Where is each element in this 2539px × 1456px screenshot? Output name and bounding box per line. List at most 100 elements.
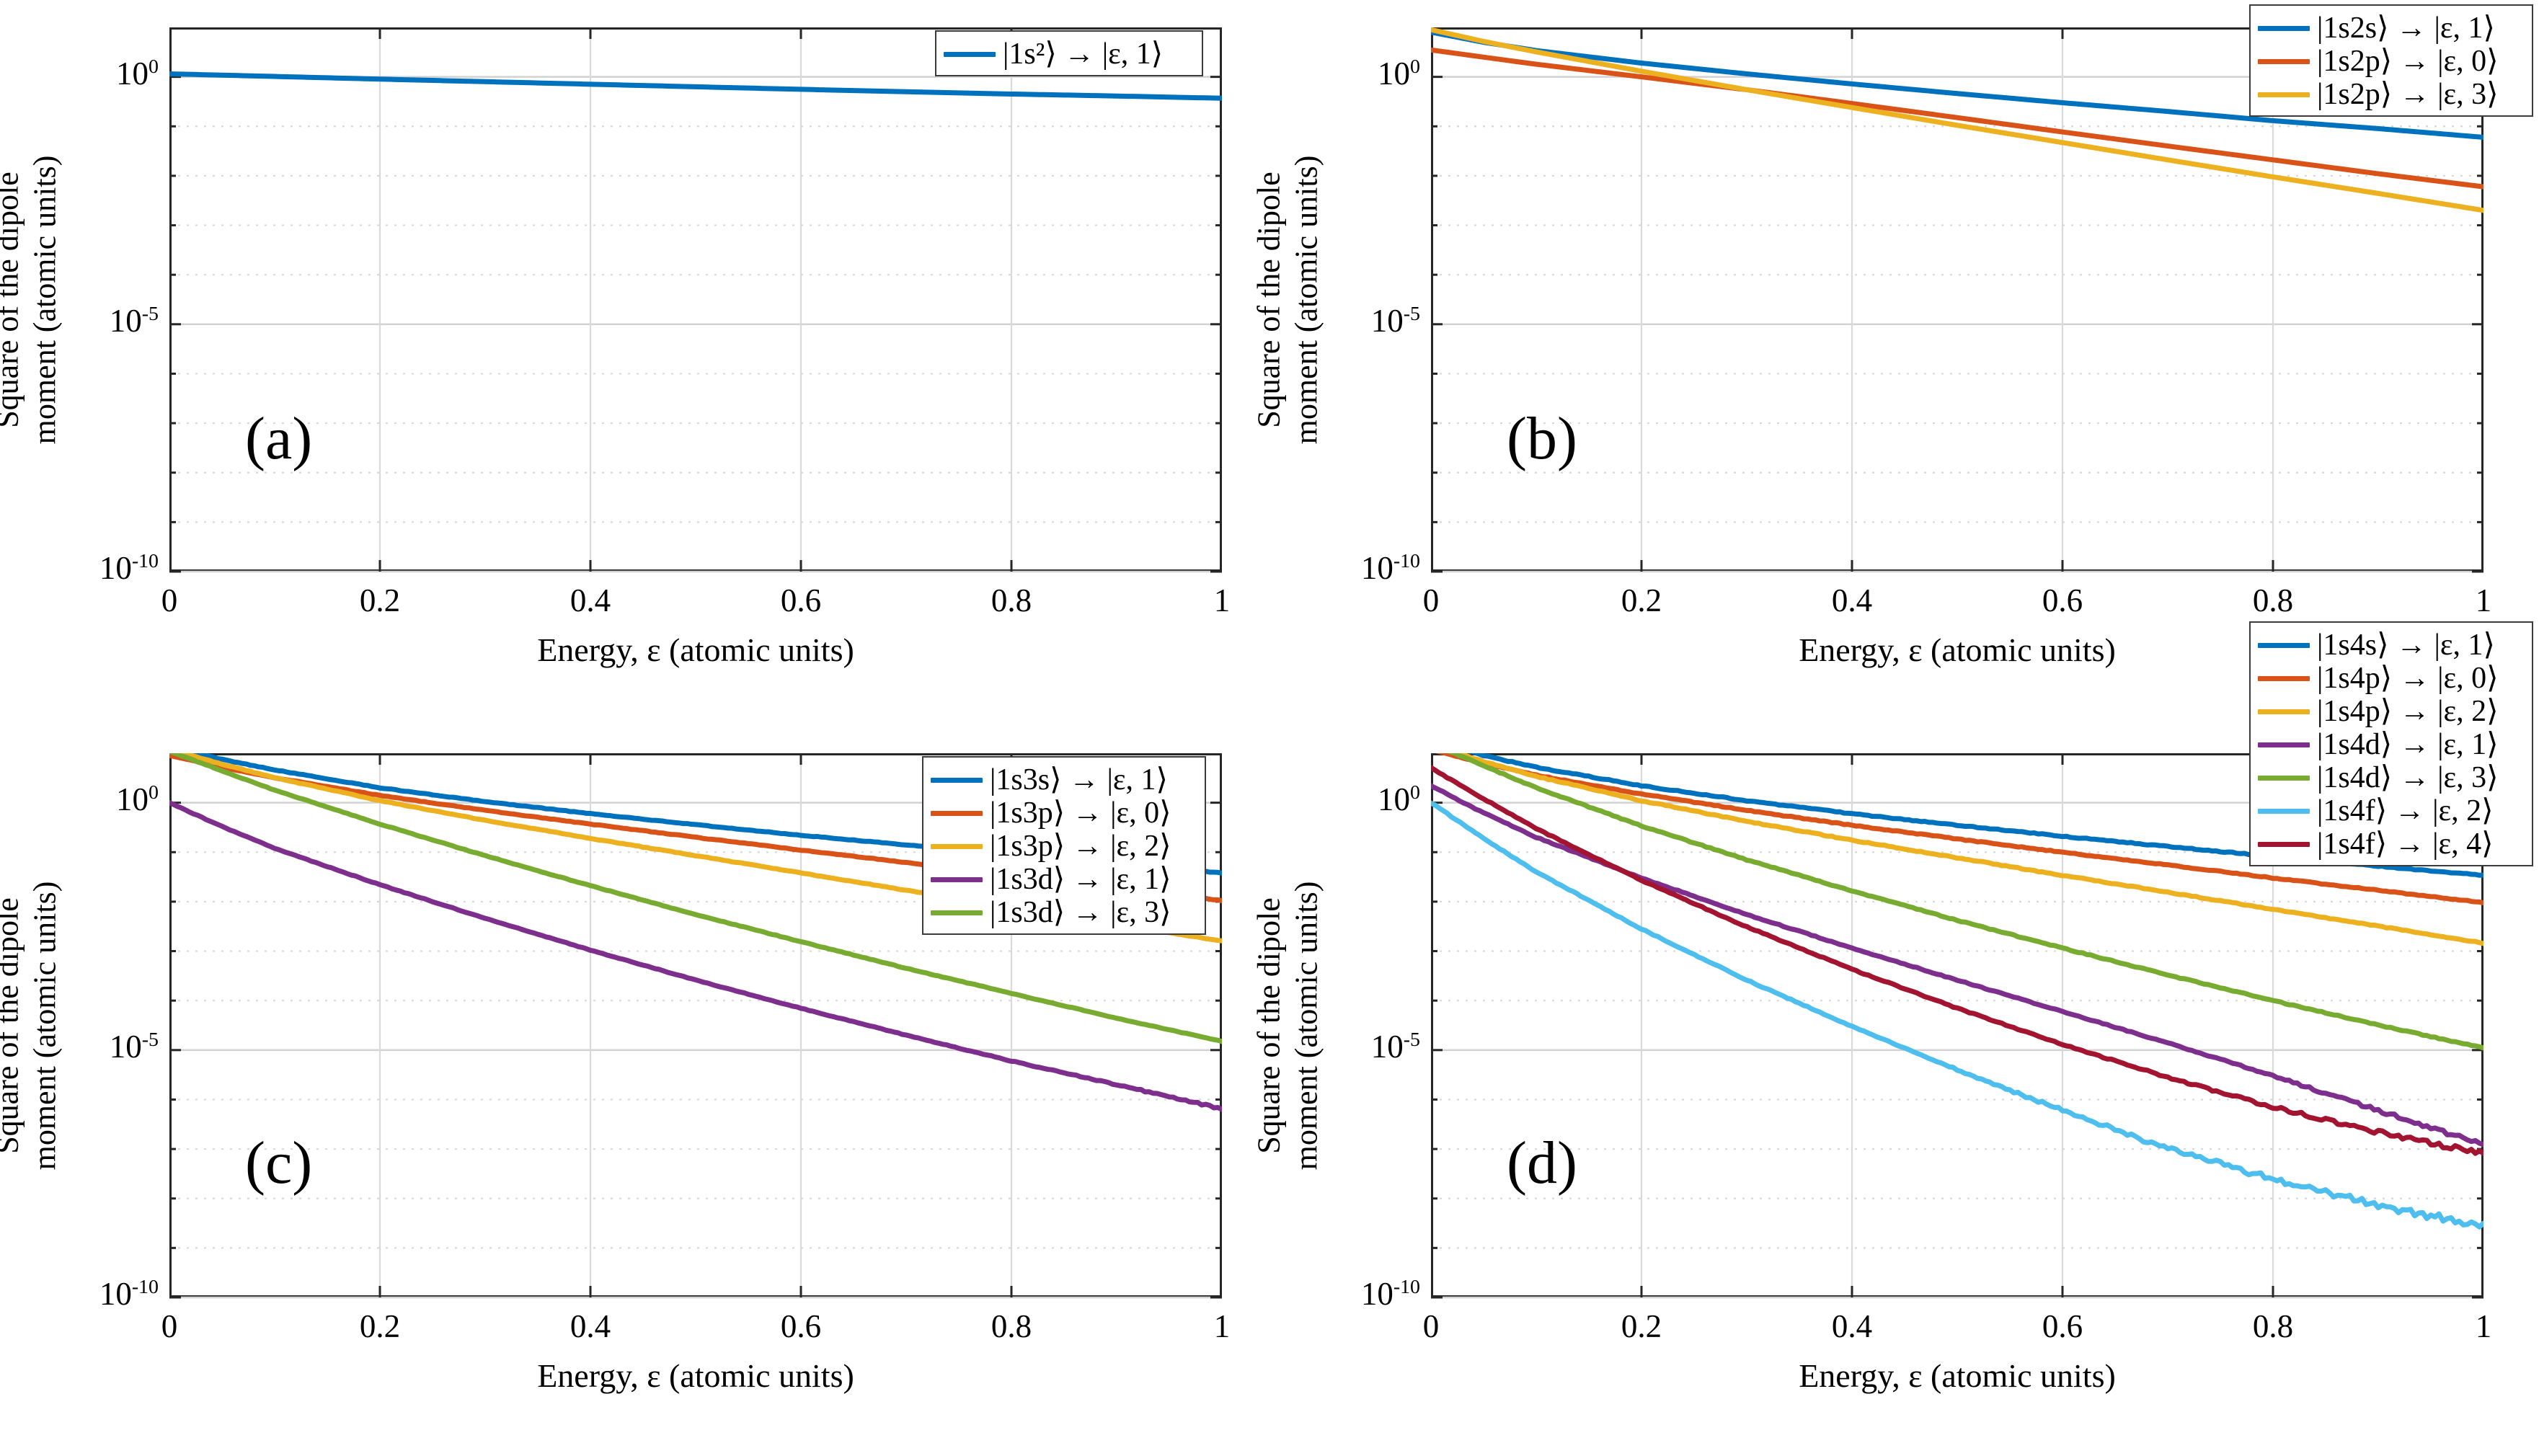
legend-label: |1s4p⟩ → |ε, 2⟩ <box>2317 695 2499 728</box>
x-tick-label: 0.6 <box>780 582 822 618</box>
legend-item[interactable]: |1s3d⟩ → |ε, 3⟩ <box>931 896 1196 929</box>
legend-c[interactable]: |1s3s⟩ → |ε, 1⟩ |1s3p⟩ → |ε, 0⟩ |1s3p⟩ → |… <box>922 756 1206 935</box>
y-tick-exponent: 0 <box>149 781 159 804</box>
y-tick-label: 100 <box>0 55 159 92</box>
x-tick-label: 0.4 <box>570 582 611 618</box>
legend-label: |1s3d⟩ → |ε, 1⟩ <box>990 863 1171 896</box>
legend-item[interactable]: |1s2s⟩ → |ε, 1⟩ <box>2258 12 2523 45</box>
legend-label: |1s3s⟩ → |ε, 1⟩ <box>990 763 1168 796</box>
legend-color-swatch <box>931 777 983 783</box>
x-tick-label: 0.8 <box>991 582 1032 618</box>
y-axis-label: Square of the dipole moment (atomic units… <box>1250 753 1337 1297</box>
legend-item[interactable]: |1s3p⟩ → |ε, 0⟩ <box>931 796 1196 830</box>
y-tick-label: 100 <box>1258 781 1420 818</box>
legend-color-swatch <box>2258 709 2310 714</box>
y-tick-mantissa: 10 <box>116 781 149 817</box>
y-tick-exponent: -5 <box>1403 302 1420 325</box>
y-axis-label-line1: Square of the dipole <box>1251 171 1286 428</box>
y-axis-label-line1: Square of the dipole <box>0 897 25 1154</box>
y-tick-label: 10-5 <box>1258 1028 1420 1065</box>
y-tick-mantissa: 10 <box>1370 1028 1404 1065</box>
legend-color-swatch <box>2258 841 2310 847</box>
y-axis-label: Square of the dipole moment (atomic units… <box>0 27 75 572</box>
legend-color-swatch <box>931 910 983 915</box>
legend-item[interactable]: |1s2p⟩ → |ε, 0⟩ <box>2258 45 2523 78</box>
legend-color-swatch <box>2258 642 2310 648</box>
legend-item[interactable]: |1s4f⟩ → |ε, 2⟩ <box>2258 794 2523 827</box>
legend-color-swatch <box>931 843 983 849</box>
legend-item[interactable]: |1s4f⟩ → |ε, 4⟩ <box>2258 827 2523 861</box>
x-axis-label: Energy, ε (atomic units) <box>537 1357 854 1394</box>
legend-item[interactable]: |1s3d⟩ → |ε, 1⟩ <box>931 863 1196 896</box>
y-tick-label: 100 <box>1258 55 1420 92</box>
x-tick-label: 0 <box>1422 1308 1440 1344</box>
legend-color-swatch <box>2258 92 2310 97</box>
legend-label: |1s4p⟩ → |ε, 0⟩ <box>2317 662 2499 695</box>
y-tick-label: 10-10 <box>1258 549 1420 587</box>
x-axis-label: Energy, ε (atomic units) <box>1799 1357 2116 1394</box>
panel-tag-d: (d) <box>1507 1129 1577 1197</box>
y-tick-label: 100 <box>0 781 159 818</box>
y-tick-exponent: -5 <box>141 302 159 325</box>
legend-item[interactable]: |1s3s⟩ → |ε, 1⟩ <box>931 763 1196 796</box>
legend-label: |1s4f⟩ → |ε, 4⟩ <box>2317 827 2494 861</box>
panel-tag-a: (a) <box>245 405 313 472</box>
y-tick-label: 10-10 <box>0 1275 159 1313</box>
legend-item[interactable]: |1s4d⟩ → |ε, 3⟩ <box>2258 761 2523 794</box>
legend-b[interactable]: |1s2s⟩ → |ε, 1⟩ |1s2p⟩ → |ε, 0⟩ |1s2p⟩ → |… <box>2249 4 2533 117</box>
legend-label: |1s²⟩ → |ε, 1⟩ <box>1003 37 1164 71</box>
y-tick-exponent: 0 <box>1410 781 1420 804</box>
y-axis-label-line2: moment (atomic units) <box>26 881 62 1170</box>
legend-color-swatch <box>944 51 996 57</box>
legend-label: |1s3p⟩ → |ε, 0⟩ <box>990 796 1171 830</box>
legend-item[interactable]: |1s4p⟩ → |ε, 0⟩ <box>2258 662 2523 695</box>
legend-a[interactable]: |1s²⟩ → |ε, 1⟩ <box>935 30 1203 76</box>
x-tick-label: 0.8 <box>991 1308 1032 1344</box>
y-axis-label-line2: moment (atomic units) <box>1288 881 1324 1170</box>
y-axis-label-line1: Square of the dipole <box>0 171 25 428</box>
legend-item[interactable]: |1s3p⟩ → |ε, 2⟩ <box>931 830 1196 863</box>
legend-item[interactable]: |1s4d⟩ → |ε, 1⟩ <box>2258 728 2523 761</box>
legend-color-swatch <box>2258 675 2310 681</box>
legend-d[interactable]: |1s4s⟩ → |ε, 1⟩ |1s4p⟩ → |ε, 0⟩ |1s4p⟩ → |… <box>2249 621 2533 866</box>
panel-tag-b: (b) <box>1507 405 1577 472</box>
x-tick-label: 0 <box>161 582 178 618</box>
legend-item[interactable]: |1s²⟩ → |ε, 1⟩ <box>944 37 1193 71</box>
legend-item[interactable]: |1s4p⟩ → |ε, 2⟩ <box>2258 695 2523 728</box>
y-tick-label: 10-5 <box>1258 302 1420 339</box>
x-tick-label: 0.6 <box>2042 582 2083 618</box>
legend-color-swatch <box>2258 25 2310 31</box>
panel-tag-c: (c) <box>245 1129 313 1197</box>
y-tick-exponent: -5 <box>1403 1028 1420 1051</box>
y-tick-mantissa: 10 <box>1378 55 1411 92</box>
legend-item[interactable]: |1s4s⟩ → |ε, 1⟩ <box>2258 629 2523 662</box>
x-tick-label: 0.2 <box>1621 582 1662 618</box>
legend-color-swatch <box>2258 58 2310 64</box>
x-axis-label: Energy, ε (atomic units) <box>537 631 854 668</box>
y-tick-exponent: -5 <box>141 1028 159 1051</box>
x-tick-label: 0.4 <box>570 1308 611 1344</box>
legend-label: |1s2p⟩ → |ε, 3⟩ <box>2317 78 2499 111</box>
legend-color-swatch <box>931 876 983 882</box>
y-tick-mantissa: 10 <box>99 1276 132 1312</box>
legend-color-swatch <box>2258 775 2310 781</box>
x-tick-label: 1 <box>1213 1308 1231 1344</box>
legend-label: |1s2p⟩ → |ε, 0⟩ <box>2317 45 2499 78</box>
y-tick-exponent: -10 <box>1393 1276 1420 1298</box>
y-tick-exponent: -10 <box>1393 550 1420 572</box>
x-axis-label: Energy, ε (atomic units) <box>1799 631 2116 668</box>
legend-label: |1s3p⟩ → |ε, 2⟩ <box>990 830 1171 863</box>
legend-label: |1s2s⟩ → |ε, 1⟩ <box>2317 12 2495 45</box>
x-tick-label: 0.2 <box>359 582 401 618</box>
legend-label: |1s3d⟩ → |ε, 3⟩ <box>990 896 1171 929</box>
y-tick-mantissa: 10 <box>1370 302 1404 339</box>
y-tick-exponent: -10 <box>131 1276 159 1298</box>
legend-item[interactable]: |1s2p⟩ → |ε, 3⟩ <box>2258 78 2523 111</box>
x-tick-label: 1 <box>2475 582 2492 618</box>
y-tick-mantissa: 10 <box>109 302 142 339</box>
legend-label: |1s4d⟩ → |ε, 1⟩ <box>2317 728 2499 761</box>
x-tick-label: 0.2 <box>1621 1308 1662 1344</box>
y-tick-mantissa: 10 <box>116 55 149 92</box>
y-tick-exponent: -10 <box>131 550 159 572</box>
